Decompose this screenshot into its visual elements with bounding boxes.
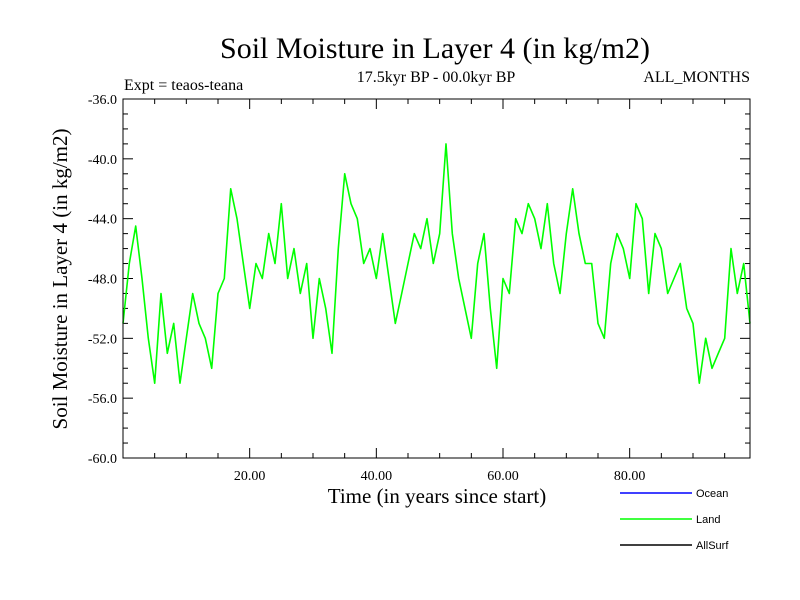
legend-label-land: Land [696,514,720,526]
legend-label-ocean: Ocean [696,488,728,500]
x-axis-label: Time (in years since start) [328,484,547,508]
y-tick-label: -56.0 [88,392,117,407]
series-layer [122,143,751,385]
y-tick-label: -60.0 [88,452,117,467]
chart-right-note: ALL_MONTHS [643,69,750,86]
y-tick-label: -36.0 [88,93,117,108]
chart-title: Soil Moisture in Layer 4 (in kg/m2) [220,32,650,65]
y-tick-label: -40.0 [88,153,117,168]
y-axis-label: Soil Moisture in Layer 4 (in kg/m2) [48,129,72,430]
series-line-land [122,143,751,385]
legend-label-allsurf: AllSurf [696,540,729,552]
x-tick-label: 80.00 [614,469,646,484]
x-tick-label: 20.00 [234,469,266,484]
x-tick-label: 40.00 [361,469,393,484]
chart-subtitle: 17.5kyr BP - 00.0kyr BP [357,69,516,86]
chart-left-note: Expt = teaos-teana [124,77,243,94]
legend: Ocean Land AllSurf [620,488,729,552]
y-tick-label: -48.0 [88,273,117,288]
y-tick-label: -52.0 [88,332,117,347]
ticks-layer: 20.00 40.00 60.00 80.00 -60.0 -56.0 -52.0 -48.0… [88,93,750,484]
plot-frame [122,98,751,459]
y-tick-label: -44.0 [88,213,117,228]
x-tick-label: 60.00 [487,469,519,484]
